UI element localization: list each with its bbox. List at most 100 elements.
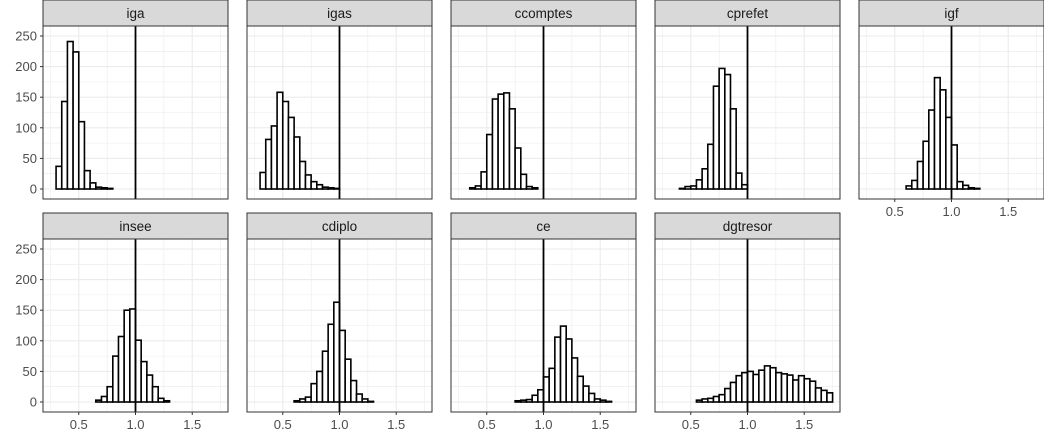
histogram-bar — [491, 98, 499, 190]
histogram-bar — [701, 398, 709, 403]
strip-label: cdiplo — [322, 219, 357, 234]
facet-igas: igas — [246, 0, 433, 200]
strip-label: dgtresor — [723, 219, 773, 234]
histogram-bar — [599, 399, 607, 403]
x-tick-label: 0.5 — [682, 417, 700, 432]
histogram-bar — [316, 183, 324, 190]
panel-border — [450, 25, 637, 200]
x-tick-label: 1.0 — [330, 417, 348, 432]
histogram-bar — [525, 185, 533, 190]
facet-igf: igf 0.5 1.0 1.5 — [858, 0, 1044, 219]
y-tick-label: 250 — [15, 29, 37, 44]
histogram-bar — [763, 365, 771, 403]
histogram-bar — [735, 374, 743, 403]
panel-border — [654, 25, 841, 200]
x-tick-label: 1.0 — [126, 417, 144, 432]
strip-background — [654, 212, 841, 240]
strip-background — [858, 0, 1044, 27]
histogram-bar — [100, 395, 108, 403]
histogram-bar — [106, 385, 114, 403]
histogram-bar — [712, 395, 720, 403]
histogram-bar — [281, 100, 290, 190]
strip-label: insee — [119, 219, 151, 234]
y-tick-label: 150 — [15, 90, 37, 105]
histogram-bar — [928, 109, 936, 190]
strip-background — [450, 0, 637, 27]
histogram-bar — [140, 360, 148, 403]
facet-iga: iga 0 50 100 150 200 250 — [15, 0, 229, 200]
histogram-bar — [689, 185, 698, 190]
histogram-bar — [77, 120, 86, 190]
histogram-bar — [786, 374, 794, 403]
histogram-bar — [151, 385, 159, 403]
x-tick-label: 1.5 — [591, 417, 609, 432]
y-tick-label: 200 — [15, 272, 37, 287]
histogram-bar — [367, 400, 375, 403]
histogram-bar — [803, 377, 811, 403]
histogram-bar — [321, 350, 329, 403]
histogram-bar — [939, 89, 947, 190]
histogram-bar — [304, 174, 312, 190]
histogram-bar — [548, 367, 556, 403]
histogram-bar — [809, 380, 817, 403]
histogram-bar — [712, 85, 720, 190]
histogram-bar — [361, 398, 369, 403]
histogram-bar — [112, 355, 120, 403]
x-tick-label: 0.5 — [478, 417, 496, 432]
histogram-bar — [480, 171, 488, 190]
histogram-bar — [769, 366, 777, 403]
histogram-bar — [724, 73, 732, 190]
histogram-bar — [106, 187, 114, 190]
histogram-bar — [967, 186, 975, 190]
histogram-bar — [355, 393, 363, 403]
x-tick-label: 1.5 — [795, 417, 813, 432]
y-tick-label: 100 — [15, 333, 37, 348]
histogram-bar — [100, 186, 108, 190]
histogram-bar — [276, 91, 284, 190]
histogram-bar — [163, 399, 171, 403]
histogram-bar — [344, 358, 352, 403]
histogram-bar — [310, 382, 318, 403]
histogram-bar — [559, 325, 567, 403]
histogram-bar — [706, 397, 715, 403]
histogram-bar — [752, 373, 760, 403]
histogram-bar — [684, 185, 692, 190]
x-tick-label: 1.0 — [942, 204, 960, 219]
histogram-bar — [293, 136, 301, 190]
histogram-bar — [922, 140, 930, 190]
histogram-bar — [123, 309, 131, 403]
histogram-bar — [820, 389, 828, 403]
histogram-bar — [66, 40, 74, 190]
histogram-bar — [83, 169, 91, 190]
histogram-bar — [287, 116, 295, 190]
histogram-bar — [729, 381, 737, 403]
histogram-bar — [316, 370, 324, 403]
histogram-bar — [508, 108, 516, 190]
histogram-bar — [826, 392, 834, 403]
panel-border — [246, 25, 433, 200]
histogram-bar — [350, 379, 358, 403]
strip-background — [42, 0, 229, 27]
histogram-bar — [593, 398, 602, 403]
histogram-bar — [531, 394, 539, 403]
strip-label: igas — [327, 6, 352, 21]
y-tick-label: 0 — [30, 395, 37, 410]
histogram-bar — [695, 179, 703, 190]
histogram-bar — [706, 143, 715, 190]
histogram-bar — [485, 133, 494, 190]
histogram-bar — [962, 184, 970, 190]
y-tick-label: 250 — [15, 242, 37, 257]
histogram-bar — [695, 399, 703, 403]
histogram-bar — [60, 100, 69, 190]
x-tick-label: 0.5 — [70, 417, 88, 432]
x-tick-label: 1.5 — [999, 204, 1017, 219]
histogram-bar — [956, 180, 964, 190]
histogram-bar — [327, 323, 335, 403]
histogram-bar — [264, 138, 273, 190]
x-tick-label: 0.5 — [886, 204, 904, 219]
histogram-bar — [298, 160, 307, 190]
y-tick-label: 200 — [15, 59, 37, 74]
strip-label: igf — [944, 6, 959, 21]
histogram-bar — [304, 396, 312, 403]
